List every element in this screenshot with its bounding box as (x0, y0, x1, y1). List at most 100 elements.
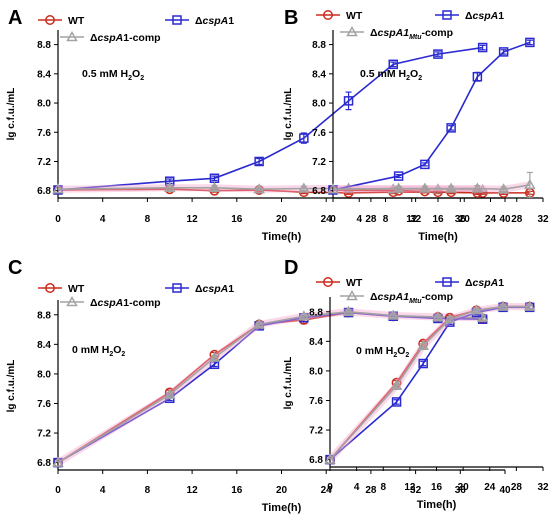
series-line (329, 305, 530, 461)
series-2 (327, 171, 536, 198)
legend-label: WT (68, 15, 85, 27)
x-tick-label: 24 (485, 214, 497, 225)
series-2 (52, 305, 489, 467)
series-1 (53, 307, 488, 468)
legend-marker (323, 10, 333, 20)
data-point (342, 305, 355, 317)
y-tick-label: 8.0 (37, 369, 51, 380)
series-1 (53, 42, 488, 195)
y-axis-label: lg c.f.u./mL (6, 360, 17, 413)
legend-entry-2: ΔcspA1Mtu-comp (340, 289, 453, 305)
series-line (57, 311, 483, 464)
y-tick-label: 8.4 (309, 337, 323, 348)
data-point (477, 42, 488, 53)
x-axis-label: Time(h) (262, 231, 302, 243)
data-point (472, 71, 483, 82)
series-1 (325, 302, 535, 465)
data-point (432, 310, 444, 322)
x-tick-label: 36 (455, 214, 467, 225)
x-tick-label: 24 (321, 485, 333, 496)
x-tick-label: 24 (321, 214, 333, 225)
data-point (471, 182, 484, 193)
chart-panel-a: A0 4 8 12 16 20 24 28 32 36 406.87.27.68.08.48.8Ti… (6, 7, 511, 243)
y-tick-label: 8.8 (37, 40, 51, 51)
legend-marker (442, 10, 452, 20)
legend-marker (442, 277, 452, 287)
x-tick-label: 0 (55, 214, 61, 225)
series-line (332, 41, 531, 191)
legend-marker (346, 289, 358, 301)
y-tick-label: 7.6 (37, 128, 51, 139)
x-tick-label: 20 (459, 214, 471, 225)
series-line (329, 305, 530, 461)
y-tick-label: 7.2 (312, 157, 326, 168)
data-point (163, 388, 176, 399)
chart-panel-c: C0 4 8 12 16 20 24 28 32 36 406.87.27.68.08.48.8Ti… (6, 257, 511, 514)
x-tick-label: 28 (511, 482, 523, 493)
y-tick-label: 7.6 (37, 399, 51, 410)
legend-entry-1: ΔcspA1 (435, 10, 504, 22)
series-line-highlight (327, 303, 530, 462)
legend-marker (172, 283, 182, 293)
x-tick-label: 16 (431, 482, 443, 493)
legend-label: ΔcspA1 (465, 10, 504, 22)
data-point (342, 182, 355, 193)
panel-label: C (8, 257, 22, 279)
legend-marker (172, 15, 182, 25)
data-point (208, 181, 221, 193)
data-point (392, 182, 405, 193)
x-tick-label: 24 (484, 482, 496, 493)
x-tick-label: 20 (458, 482, 470, 493)
y-axis-label: lg c.f.u./mL (283, 357, 294, 410)
x-tick-label: 32 (537, 214, 549, 225)
legend-label: ΔcspA1Mtu-comp (370, 291, 453, 305)
data-point (446, 123, 456, 133)
y-tick-label: 8.4 (37, 69, 51, 80)
x-tick-label: 28 (511, 214, 523, 225)
condition-annotation: 0 mM H2O2 (356, 345, 409, 359)
data-point (433, 49, 443, 59)
condition-annotation: 0.5 mM H2O2 (82, 68, 144, 82)
series-2 (324, 300, 536, 464)
legend-marker (66, 30, 78, 42)
legend-entry-2: ΔcspA1-comp (60, 30, 161, 44)
x-axis-label: Time(h) (418, 231, 458, 243)
legend-entry-0: WT (316, 277, 363, 289)
legend-entry-1: ΔcspA1 (435, 277, 504, 289)
panel-label: A (8, 7, 22, 29)
data-point (525, 37, 535, 48)
x-tick-label: 4 (100, 485, 106, 496)
series-line (57, 311, 483, 464)
series-line (329, 306, 530, 461)
x-tick-label: 28 (365, 214, 377, 225)
y-tick-label: 8.8 (309, 307, 323, 318)
y-axis-label: lg c.f.u./mL (6, 88, 17, 141)
y-tick-label: 7.2 (37, 429, 51, 440)
legend-marker (346, 25, 358, 37)
y-tick-label: 8.4 (312, 69, 326, 80)
data-point (497, 300, 509, 311)
legend-entry-0: WT (38, 15, 85, 27)
x-tick-label: 12 (187, 485, 199, 496)
x-tick-label: 40 (499, 214, 511, 225)
data-point (253, 183, 265, 194)
data-point (387, 309, 400, 320)
data-point (418, 358, 428, 369)
x-tick-label: 12 (404, 482, 416, 493)
data-point (299, 133, 309, 143)
y-tick-label: 8.8 (312, 40, 326, 51)
legend-entry-0: WT (38, 283, 85, 295)
x-tick-label: 40 (499, 485, 511, 496)
series-line (57, 311, 483, 464)
x-tick-label: 16 (231, 485, 243, 496)
data-point (420, 159, 430, 170)
legend-entry-0: WT (316, 10, 363, 22)
x-tick-label: 0 (330, 214, 336, 225)
data-point (523, 300, 536, 311)
x-tick-label: 36 (455, 485, 467, 496)
x-tick-label: 0 (55, 485, 61, 496)
y-axis-label: lg c.f.u./mL (283, 88, 294, 141)
y-tick-label: 8.4 (37, 340, 51, 351)
data-point (524, 178, 536, 190)
